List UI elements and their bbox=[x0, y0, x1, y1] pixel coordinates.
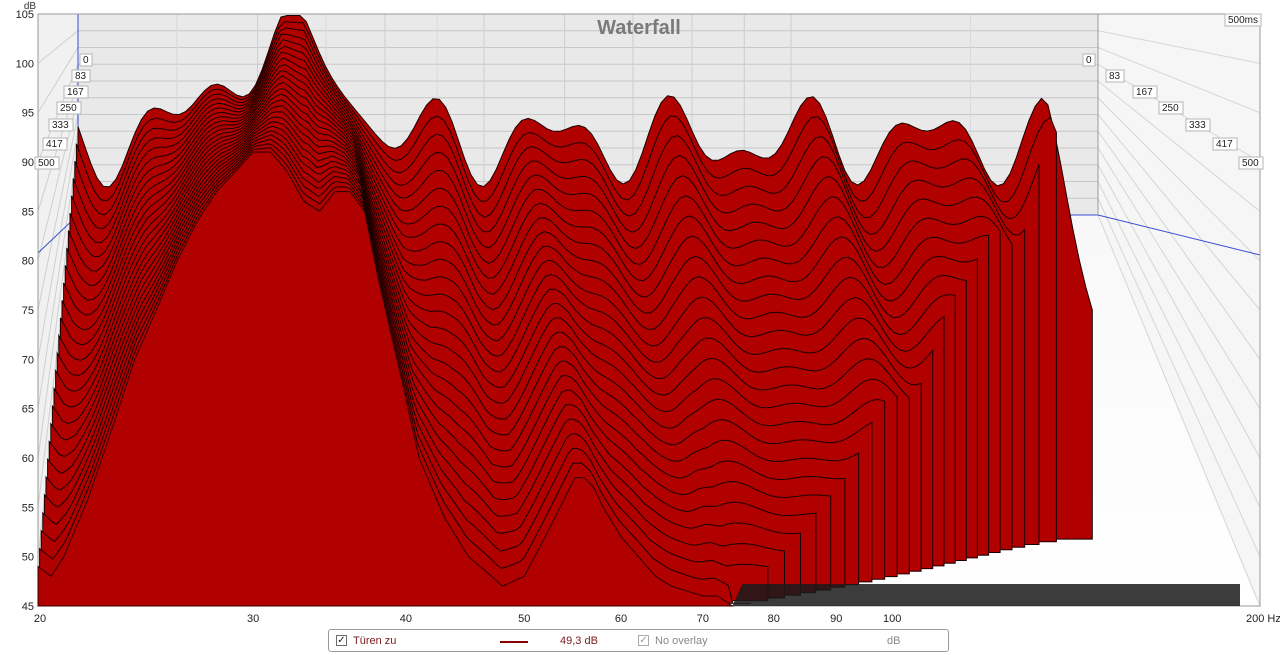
x-tick-label: 200 Hz bbox=[1246, 613, 1280, 625]
right-wall-grid-line bbox=[1097, 164, 1261, 459]
right-wall-grid-line bbox=[1097, 130, 1261, 360]
y-tick-label: 65 bbox=[22, 404, 34, 416]
time-label-right-box bbox=[1132, 85, 1158, 99]
time-label-left: 83 bbox=[75, 71, 87, 82]
y-tick-label: 80 bbox=[22, 256, 34, 268]
left-wall-grid-line bbox=[37, 47, 79, 113]
time-label-left: 0 bbox=[83, 55, 89, 66]
y-tick-label: 70 bbox=[22, 354, 34, 366]
time-label-right: 250 bbox=[1162, 103, 1179, 114]
time-label-right: 83 bbox=[1109, 71, 1121, 82]
time-label-left: 333 bbox=[52, 120, 69, 131]
legend-bar: ✓ Türen zu 49,3 dB ✓ No overlay dB bbox=[328, 629, 949, 652]
chart-title: Waterfall bbox=[597, 17, 681, 39]
right-wall-grid-line bbox=[1097, 30, 1261, 64]
time-label-right: 417 bbox=[1216, 139, 1233, 150]
y-tick-label: 90 bbox=[22, 157, 34, 169]
x-tick-label: 70 bbox=[697, 613, 709, 625]
time-label-right-box bbox=[1212, 137, 1238, 151]
overlay-checkbox[interactable]: ✓ bbox=[638, 635, 649, 646]
y-tick-label: 100 bbox=[16, 58, 34, 70]
measurement-checkbox[interactable]: ✓ bbox=[336, 635, 347, 646]
time-label-right: 167 bbox=[1136, 87, 1153, 98]
right-wall-grid-line bbox=[1097, 47, 1261, 114]
measurement-name: Türen zu bbox=[353, 635, 397, 647]
y-tick-label: 75 bbox=[22, 305, 34, 317]
time-label-left-box bbox=[42, 137, 68, 151]
y-axis-label: dB bbox=[24, 1, 37, 12]
x-tick-label: 20 bbox=[34, 613, 46, 625]
time-axis-unit-label: 500ms bbox=[1228, 15, 1258, 26]
time-label-right-box bbox=[1082, 53, 1096, 67]
plot-area: 45 50 55 60 65 70 75 80 85 90 95 100 105 20 30 40 50 60 70… bbox=[16, 1, 1280, 625]
floor-residual-band bbox=[732, 584, 1240, 606]
measurement-value: 49,3 dB bbox=[560, 635, 598, 647]
left-wall-grid-line bbox=[37, 114, 79, 311]
time-axis-unit-label-box bbox=[1224, 13, 1262, 27]
y-tick-label: 60 bbox=[22, 453, 34, 465]
time-label-left-box bbox=[48, 118, 74, 132]
right-wall-grid-line bbox=[1097, 198, 1261, 557]
time-label-left-box bbox=[34, 156, 60, 170]
time-label-left-box bbox=[71, 69, 91, 83]
right-wall-grid-line bbox=[1097, 181, 1261, 508]
y-tick-label: 50 bbox=[22, 552, 34, 564]
time-label-right: 333 bbox=[1189, 120, 1206, 131]
time-label-left: 417 bbox=[46, 139, 63, 150]
right-wall-grid-line bbox=[1097, 114, 1261, 311]
right-wall-grid-line bbox=[1097, 97, 1261, 262]
right-wall-grid-line bbox=[1097, 147, 1261, 409]
left-wall-grid-line bbox=[37, 131, 79, 360]
y-tick-label: 105 bbox=[16, 9, 34, 21]
time-label-left: 167 bbox=[67, 87, 84, 98]
time-label-left-box bbox=[79, 53, 93, 67]
time-label-left-box bbox=[63, 85, 89, 99]
left-wall-grid-line bbox=[37, 147, 79, 409]
blue-marker-right bbox=[1097, 214, 1261, 256]
x-tick-label: 100 bbox=[883, 613, 901, 625]
time-label-left: 500 bbox=[38, 158, 55, 169]
right-wall-grid-line bbox=[1097, 80, 1261, 212]
x-tick-label: 30 bbox=[247, 613, 259, 625]
x-tick-label: 90 bbox=[830, 613, 842, 625]
y-tick-label: 55 bbox=[22, 502, 34, 514]
time-label-left-box bbox=[56, 101, 82, 115]
y-tick-label: 45 bbox=[22, 601, 34, 613]
front-slice bbox=[37, 151, 734, 607]
y-tick-label: 95 bbox=[22, 108, 34, 120]
legend-unit: dB bbox=[887, 635, 901, 647]
time-label-right-box bbox=[1185, 118, 1211, 132]
measurement-color-swatch bbox=[500, 641, 528, 643]
x-tick-label: 50 bbox=[518, 613, 530, 625]
x-tick-label: 60 bbox=[615, 613, 627, 625]
x-tick-label: 40 bbox=[400, 613, 412, 625]
y-tick-label: 85 bbox=[22, 206, 34, 218]
time-label-left: 250 bbox=[60, 103, 77, 114]
overlay-label: No overlay bbox=[655, 635, 708, 647]
right-wall-grid-line bbox=[1097, 214, 1261, 607]
x-tick-label: 80 bbox=[768, 613, 780, 625]
time-label-right: 500 bbox=[1242, 158, 1259, 169]
left-wall-grid-line bbox=[37, 30, 79, 64]
time-label-right-box bbox=[1158, 101, 1184, 115]
time-label-right-box bbox=[1238, 156, 1264, 170]
time-label-right: 0 bbox=[1086, 55, 1092, 66]
time-label-right-box bbox=[1105, 69, 1125, 83]
right-wall bbox=[1098, 14, 1260, 606]
